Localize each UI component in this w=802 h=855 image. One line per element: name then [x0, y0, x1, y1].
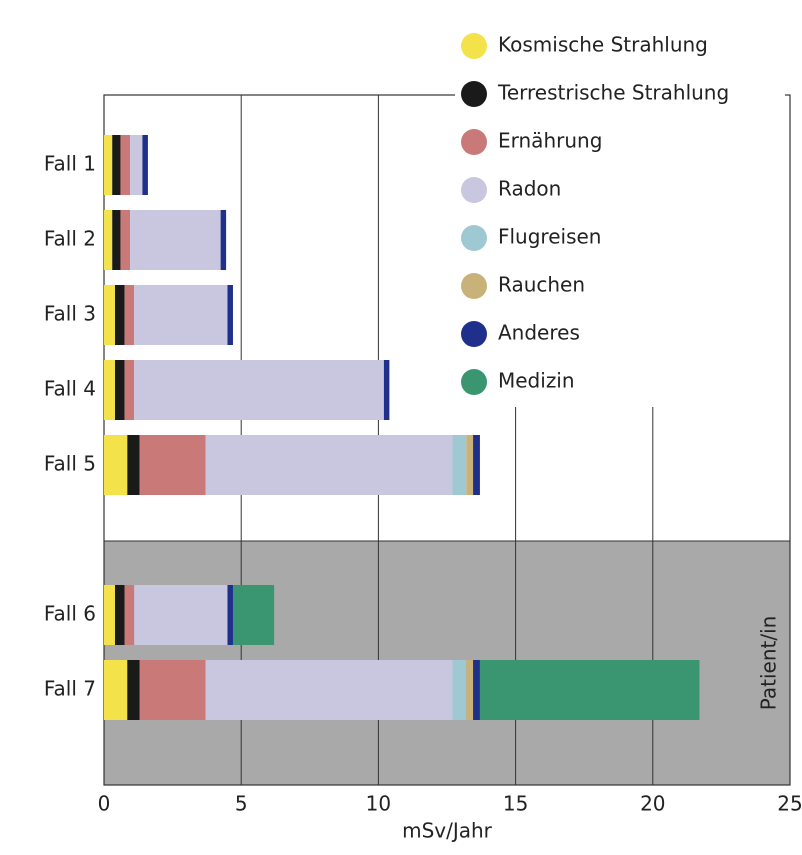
x-tick-label: 5 — [235, 792, 248, 816]
y-tick-label: Fall 2 — [44, 227, 96, 251]
legend-swatch — [461, 177, 487, 203]
bar-segment — [124, 285, 135, 345]
legend-swatch — [461, 33, 487, 59]
x-tick-label: 0 — [98, 792, 111, 816]
bar-segment — [120, 135, 131, 195]
bar-segment — [124, 360, 135, 420]
legend-label: Terrestrische Strahlung — [497, 81, 729, 105]
bar-segment — [227, 585, 233, 645]
bar-segment — [479, 660, 700, 720]
legend-label: Ernährung — [498, 129, 602, 153]
legend-swatch — [461, 81, 487, 107]
bar-segment — [104, 285, 115, 345]
y-tick-label: Fall 4 — [44, 377, 96, 401]
bar-segment — [220, 210, 227, 270]
legend-swatch — [461, 273, 487, 299]
y-tick-label: Fall 3 — [44, 302, 96, 326]
y-tick-label: Fall 1 — [44, 152, 96, 176]
bar-segment — [104, 135, 113, 195]
bar-segment — [114, 285, 125, 345]
legend-label: Kosmische Strahlung — [498, 33, 708, 57]
bar-segment — [130, 210, 221, 270]
bar-segment — [134, 360, 384, 420]
x-tick-label: 15 — [503, 792, 528, 816]
legend-label: Anderes — [498, 321, 580, 345]
y-tick-label: Fall 5 — [44, 452, 96, 476]
bar-segment — [130, 135, 143, 195]
legend-label: Medizin — [498, 369, 575, 393]
bar-segment — [142, 135, 148, 195]
bar-segment — [383, 360, 390, 420]
x-tick-label: 10 — [366, 792, 391, 816]
bar-segment — [104, 660, 128, 720]
y-tick-label: Fall 6 — [44, 602, 96, 626]
bar-segment — [104, 360, 115, 420]
bar-segment — [127, 435, 140, 495]
region-label: Patient/in — [757, 616, 781, 711]
legend-swatch — [461, 225, 487, 251]
bar-segment — [112, 135, 121, 195]
bar-segment — [134, 285, 228, 345]
bar-segment — [139, 435, 206, 495]
legend-swatch — [461, 129, 487, 155]
bar-segment — [112, 210, 121, 270]
bar-segment — [473, 435, 480, 495]
legend-swatch — [461, 321, 487, 347]
bar-segment — [232, 585, 275, 645]
legend-bg — [455, 22, 785, 407]
bar-segment — [134, 585, 228, 645]
bar-segment — [114, 585, 125, 645]
bar-segment — [452, 660, 467, 720]
legend-swatch — [461, 369, 487, 395]
x-tick-label: 20 — [640, 792, 665, 816]
x-tick-label: 25 — [777, 792, 802, 816]
legend-label: Flugreisen — [498, 225, 601, 249]
bar-segment — [127, 660, 140, 720]
legend-label: Radon — [498, 177, 561, 201]
bar-segment — [473, 660, 480, 720]
x-axis-label: mSv/Jahr — [402, 819, 493, 843]
bar-segment — [227, 285, 233, 345]
bar-segment — [120, 210, 131, 270]
bar-segment — [466, 435, 474, 495]
bar-segment — [104, 435, 128, 495]
bar-segment — [466, 660, 474, 720]
bar-segment — [124, 585, 135, 645]
bar-segment — [205, 435, 453, 495]
y-tick-label: Fall 7 — [44, 677, 96, 701]
bar-segment — [104, 585, 115, 645]
bar-segment — [205, 660, 453, 720]
bar-segment — [139, 660, 206, 720]
bar-segment — [452, 435, 467, 495]
bar-segment — [114, 360, 125, 420]
bar-segment — [104, 210, 113, 270]
legend-label: Rauchen — [498, 273, 585, 297]
